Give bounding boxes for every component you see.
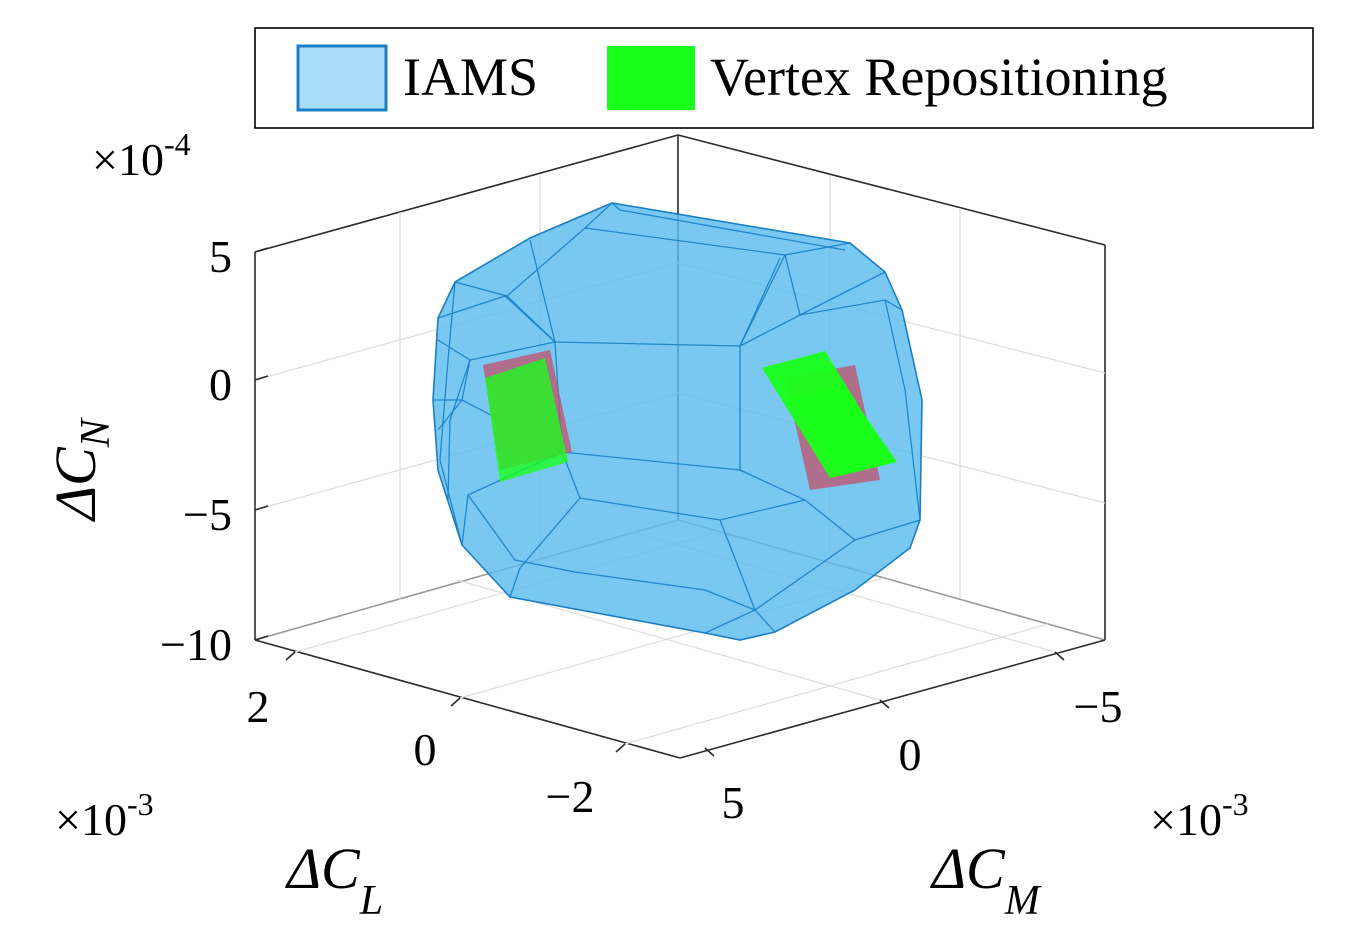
vr-patch-right-b (787, 384, 897, 476)
y-axis-label-main: ΔC (930, 836, 1006, 901)
legend: IAMS Vertex Repositioning (254, 27, 1314, 129)
legend-swatch-iams (296, 44, 388, 112)
y-multiplier-base: ×10 (1150, 794, 1222, 845)
iams-edges (433, 202, 921, 634)
svg-text:ΔCL: ΔCL (285, 836, 383, 924)
x-multiplier-exp: -3 (127, 786, 154, 822)
y-axis-label-sub: M (1004, 878, 1042, 924)
x-multiplier: ×10-3 (55, 786, 154, 845)
back-top-right-edge (677, 134, 1106, 246)
legend-label-iams: IAMS (403, 47, 538, 107)
x-ticks (285, 651, 626, 753)
z-tick-labels: 5 0 −5 −10 (160, 231, 232, 670)
x-multiplier-base: ×10 (55, 794, 127, 845)
y-tick-label: 0 (899, 729, 922, 780)
z-tick-label: 5 (209, 231, 232, 282)
svg-text:×10-3: ×10-3 (55, 786, 154, 845)
x-tick-label: −2 (546, 771, 595, 822)
z-multiplier-exp: -4 (164, 126, 191, 162)
y-multiplier-exp: -3 (1222, 786, 1249, 822)
z-tick-label: −10 (160, 619, 232, 670)
z-ticks (254, 247, 269, 641)
legend-label-vertex-repositioning: Vertex Repositioning (710, 47, 1167, 107)
z-axis-label: ΔCN (43, 417, 119, 522)
legend-box (254, 27, 1314, 129)
x-axis-line (254, 639, 681, 759)
z-multiplier: ×10-4 (92, 126, 191, 185)
x-tick-label: 0 (414, 724, 437, 775)
z-tick-label: 0 (209, 359, 232, 410)
vr-patch-left (485, 358, 568, 482)
back-top-left-edge (254, 134, 679, 253)
x-axis-label-sub: L (359, 878, 383, 924)
y-tick-labels: −5 0 5 (722, 681, 1123, 828)
legend-swatch-vertex-repositioning (607, 46, 695, 110)
x-tick-label: 2 (247, 681, 270, 732)
svg-text:ΔCM: ΔCM (930, 836, 1042, 924)
z-axis-label-main: ΔC (43, 446, 108, 522)
y-multiplier: ×10-3 (1150, 786, 1249, 845)
svg-text:×10-4: ×10-4 (92, 126, 191, 185)
x-axis-label: ΔCL (285, 836, 383, 924)
vertex-repositioning-patches (485, 351, 897, 482)
x-tick-labels: 2 0 −2 (247, 681, 595, 822)
svg-text:×10-3: ×10-3 (1150, 786, 1249, 845)
y-axis-label: ΔCM (930, 836, 1042, 924)
z-tick-label: −5 (183, 489, 232, 540)
svg-text:ΔCN: ΔCN (43, 417, 119, 522)
y-ticks (704, 651, 1065, 757)
y-tick-label: −5 (1074, 681, 1123, 732)
z-axis-label-sub: N (73, 417, 119, 448)
z-multiplier-base: ×10 (92, 134, 164, 185)
y-tick-label: 5 (722, 777, 745, 828)
x-axis-label-main: ΔC (285, 836, 361, 901)
y-axis-line (679, 639, 1106, 759)
